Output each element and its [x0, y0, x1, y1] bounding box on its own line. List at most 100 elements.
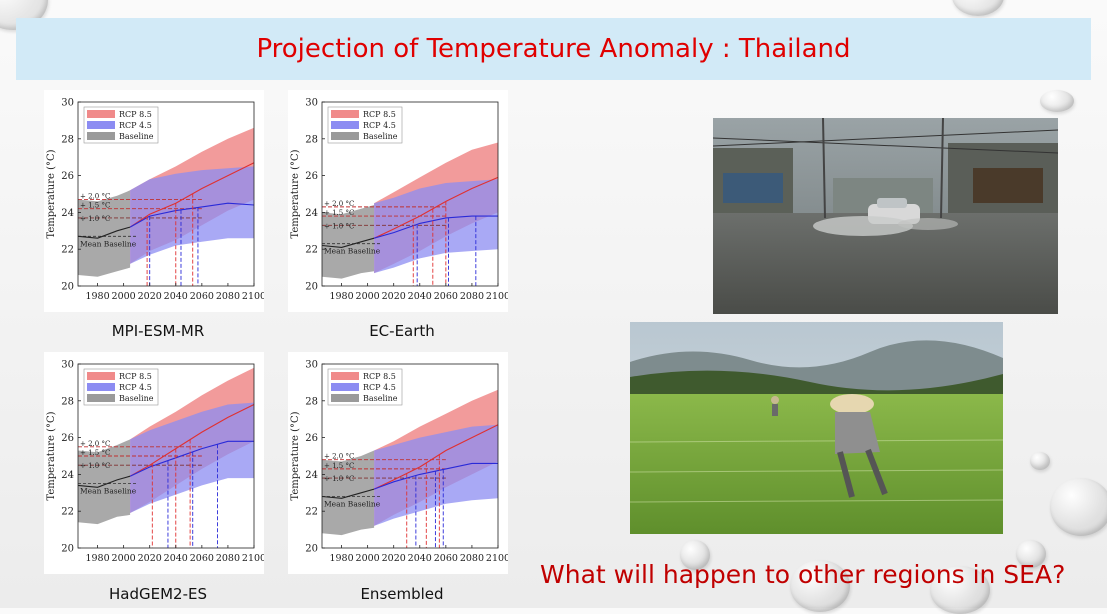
- x-tick-label: 1980: [85, 553, 109, 564]
- x-tick-label: 2020: [138, 291, 162, 302]
- y-axis-label: Temperature (°C): [46, 411, 57, 500]
- legend-swatch-baseline: [87, 132, 115, 140]
- model-label-mpi-esm-mr: MPI-ESM-MR: [111, 322, 205, 340]
- water-drop-decoration: [790, 560, 850, 612]
- threshold-label: + 1.0 °C: [80, 215, 110, 223]
- x-tick-label: 2080: [460, 553, 484, 564]
- x-tick-label: 2020: [382, 553, 406, 564]
- mean-line-baseline: [77, 226, 131, 239]
- threshold-label: + 2.0 °C: [324, 200, 354, 208]
- threshold-label: + 1.0 °C: [324, 475, 354, 483]
- x-tick-label: 2100: [486, 553, 508, 564]
- x-tick-label: 1980: [85, 291, 109, 302]
- plot-frame: [77, 101, 255, 287]
- legend-label-baseline: Baseline: [119, 132, 154, 141]
- band-rcp-4-5: [374, 424, 498, 526]
- threshold-label: + 2.0 °C: [80, 440, 110, 448]
- legend-label-rcp-4-5: RCP 4.5: [363, 121, 396, 130]
- x-tick-label: 2000: [356, 291, 380, 302]
- legend-label-baseline: Baseline: [119, 394, 154, 403]
- rice-field-photo: [630, 322, 1003, 534]
- y-tick-label: 20: [61, 282, 74, 293]
- water-drop-decoration: [930, 566, 990, 614]
- band-baseline: [322, 450, 375, 536]
- chart-ensembled: 20 22 24 26 28 30 1980 2000 2020 2040 2060 2080 2100…: [288, 352, 508, 574]
- chart-mpi-esm-mr: 20 22 24 26 28 30 1980 2000 2020 2040 2060 2080 2100…: [44, 90, 264, 312]
- model-label-ensembled: Ensembled: [360, 585, 444, 603]
- x-tick-label: 2040: [164, 291, 188, 302]
- y-tick-label: 20: [305, 282, 318, 293]
- flooded-street-photo: [713, 118, 1058, 314]
- chart-hadgem2-es: 20 22 24 26 28 30 1980 2000 2020 2040 2060 2080 2100…: [44, 352, 264, 574]
- x-tick-label: 1980: [329, 291, 353, 302]
- threshold-label: + 1.5 °C: [324, 462, 354, 470]
- water-drop-decoration: [1030, 452, 1050, 470]
- threshold-label: + 1.5 °C: [80, 202, 110, 210]
- mean-line-rcp-8-5: [373, 424, 499, 490]
- water-drop-decoration: [952, 0, 1004, 16]
- threshold-label: + 2.0 °C: [324, 453, 354, 461]
- plot-frame: [321, 363, 499, 549]
- y-axis-label: Temperature (°C): [290, 149, 301, 238]
- legend-label-rcp-8-5: RCP 8.5: [119, 372, 152, 381]
- y-tick-label: 28: [305, 396, 318, 407]
- water-drop-decoration: [680, 540, 710, 570]
- mean-baseline-label: Mean Baseline: [80, 239, 137, 248]
- title-banner: Projection of Temperature Anomaly : Thai…: [16, 18, 1091, 80]
- x-tick-label: 2040: [408, 291, 432, 302]
- mean-line-rcp-4-5: [129, 440, 254, 477]
- x-tick-label: 2060: [434, 553, 458, 564]
- y-tick-label: 30: [61, 98, 74, 109]
- band-rcp-4-5: [130, 402, 254, 513]
- legend-swatch-baseline: [331, 132, 359, 140]
- band-baseline: [78, 190, 131, 277]
- legend-label-rcp-4-5: RCP 4.5: [119, 383, 152, 392]
- legend-swatch-baseline: [87, 394, 115, 402]
- x-tick-label: 2080: [460, 291, 484, 302]
- legend-swatch-rcp-8-5: [331, 372, 359, 380]
- legend-label-rcp-8-5: RCP 8.5: [363, 110, 396, 119]
- x-tick-label: 2060: [434, 291, 458, 302]
- x-tick-label: 2100: [242, 291, 264, 302]
- x-tick-label: 2020: [382, 291, 406, 302]
- threshold-label: + 1.5 °C: [324, 209, 354, 217]
- legend-label-rcp-4-5: RCP 4.5: [119, 121, 152, 130]
- mean-line-rcp-8-5: [129, 404, 255, 477]
- page-title: Projection of Temperature Anomaly : Thai…: [256, 34, 851, 64]
- legend-swatch-rcp-4-5: [87, 121, 115, 129]
- legend-label-baseline: Baseline: [363, 132, 398, 141]
- closing-question: What will happen to other regions in SEA…: [540, 560, 1066, 589]
- mean-line-baseline: [321, 237, 375, 248]
- y-tick-label: 26: [61, 171, 74, 182]
- water-drop-decoration: [1040, 90, 1074, 112]
- legend-label-rcp-4-5: RCP 4.5: [363, 383, 396, 392]
- chart-ec-earth: 20 22 24 26 28 30 1980 2000 2020 2040 2060 2080 2100…: [288, 90, 508, 312]
- legend-swatch-rcp-8-5: [331, 110, 359, 118]
- threshold-label: + 1.0 °C: [80, 462, 110, 470]
- y-tick-label: 24: [61, 208, 74, 219]
- y-tick-label: 20: [305, 544, 318, 555]
- x-tick-label: 2080: [216, 553, 240, 564]
- legend-swatch-rcp-8-5: [87, 110, 115, 118]
- mean-baseline-label: Mean Baseline: [324, 499, 381, 508]
- mean-line-baseline: [321, 488, 375, 499]
- x-tick-label: 2060: [190, 553, 214, 564]
- y-tick-label: 24: [305, 470, 318, 481]
- x-tick-label: 2000: [112, 553, 136, 564]
- x-tick-label: 2040: [164, 553, 188, 564]
- legend-swatch-rcp-4-5: [331, 383, 359, 391]
- plot-frame: [321, 101, 499, 287]
- y-tick-label: 30: [61, 360, 74, 371]
- model-label-hadgem2-es: HadGEM2-ES: [109, 585, 207, 603]
- y-tick-label: 28: [305, 134, 318, 145]
- y-axis-label: Temperature (°C): [46, 149, 57, 238]
- threshold-label: + 1.0 °C: [324, 222, 354, 230]
- legend-swatch-baseline: [331, 394, 359, 402]
- band-baseline: [322, 205, 375, 279]
- y-tick-label: 30: [305, 98, 318, 109]
- x-tick-label: 2060: [190, 291, 214, 302]
- x-tick-label: 2100: [486, 291, 508, 302]
- x-tick-label: 2040: [408, 553, 432, 564]
- water-drop-decoration: [1016, 540, 1046, 568]
- y-axis-label: Temperature (°C): [290, 411, 301, 500]
